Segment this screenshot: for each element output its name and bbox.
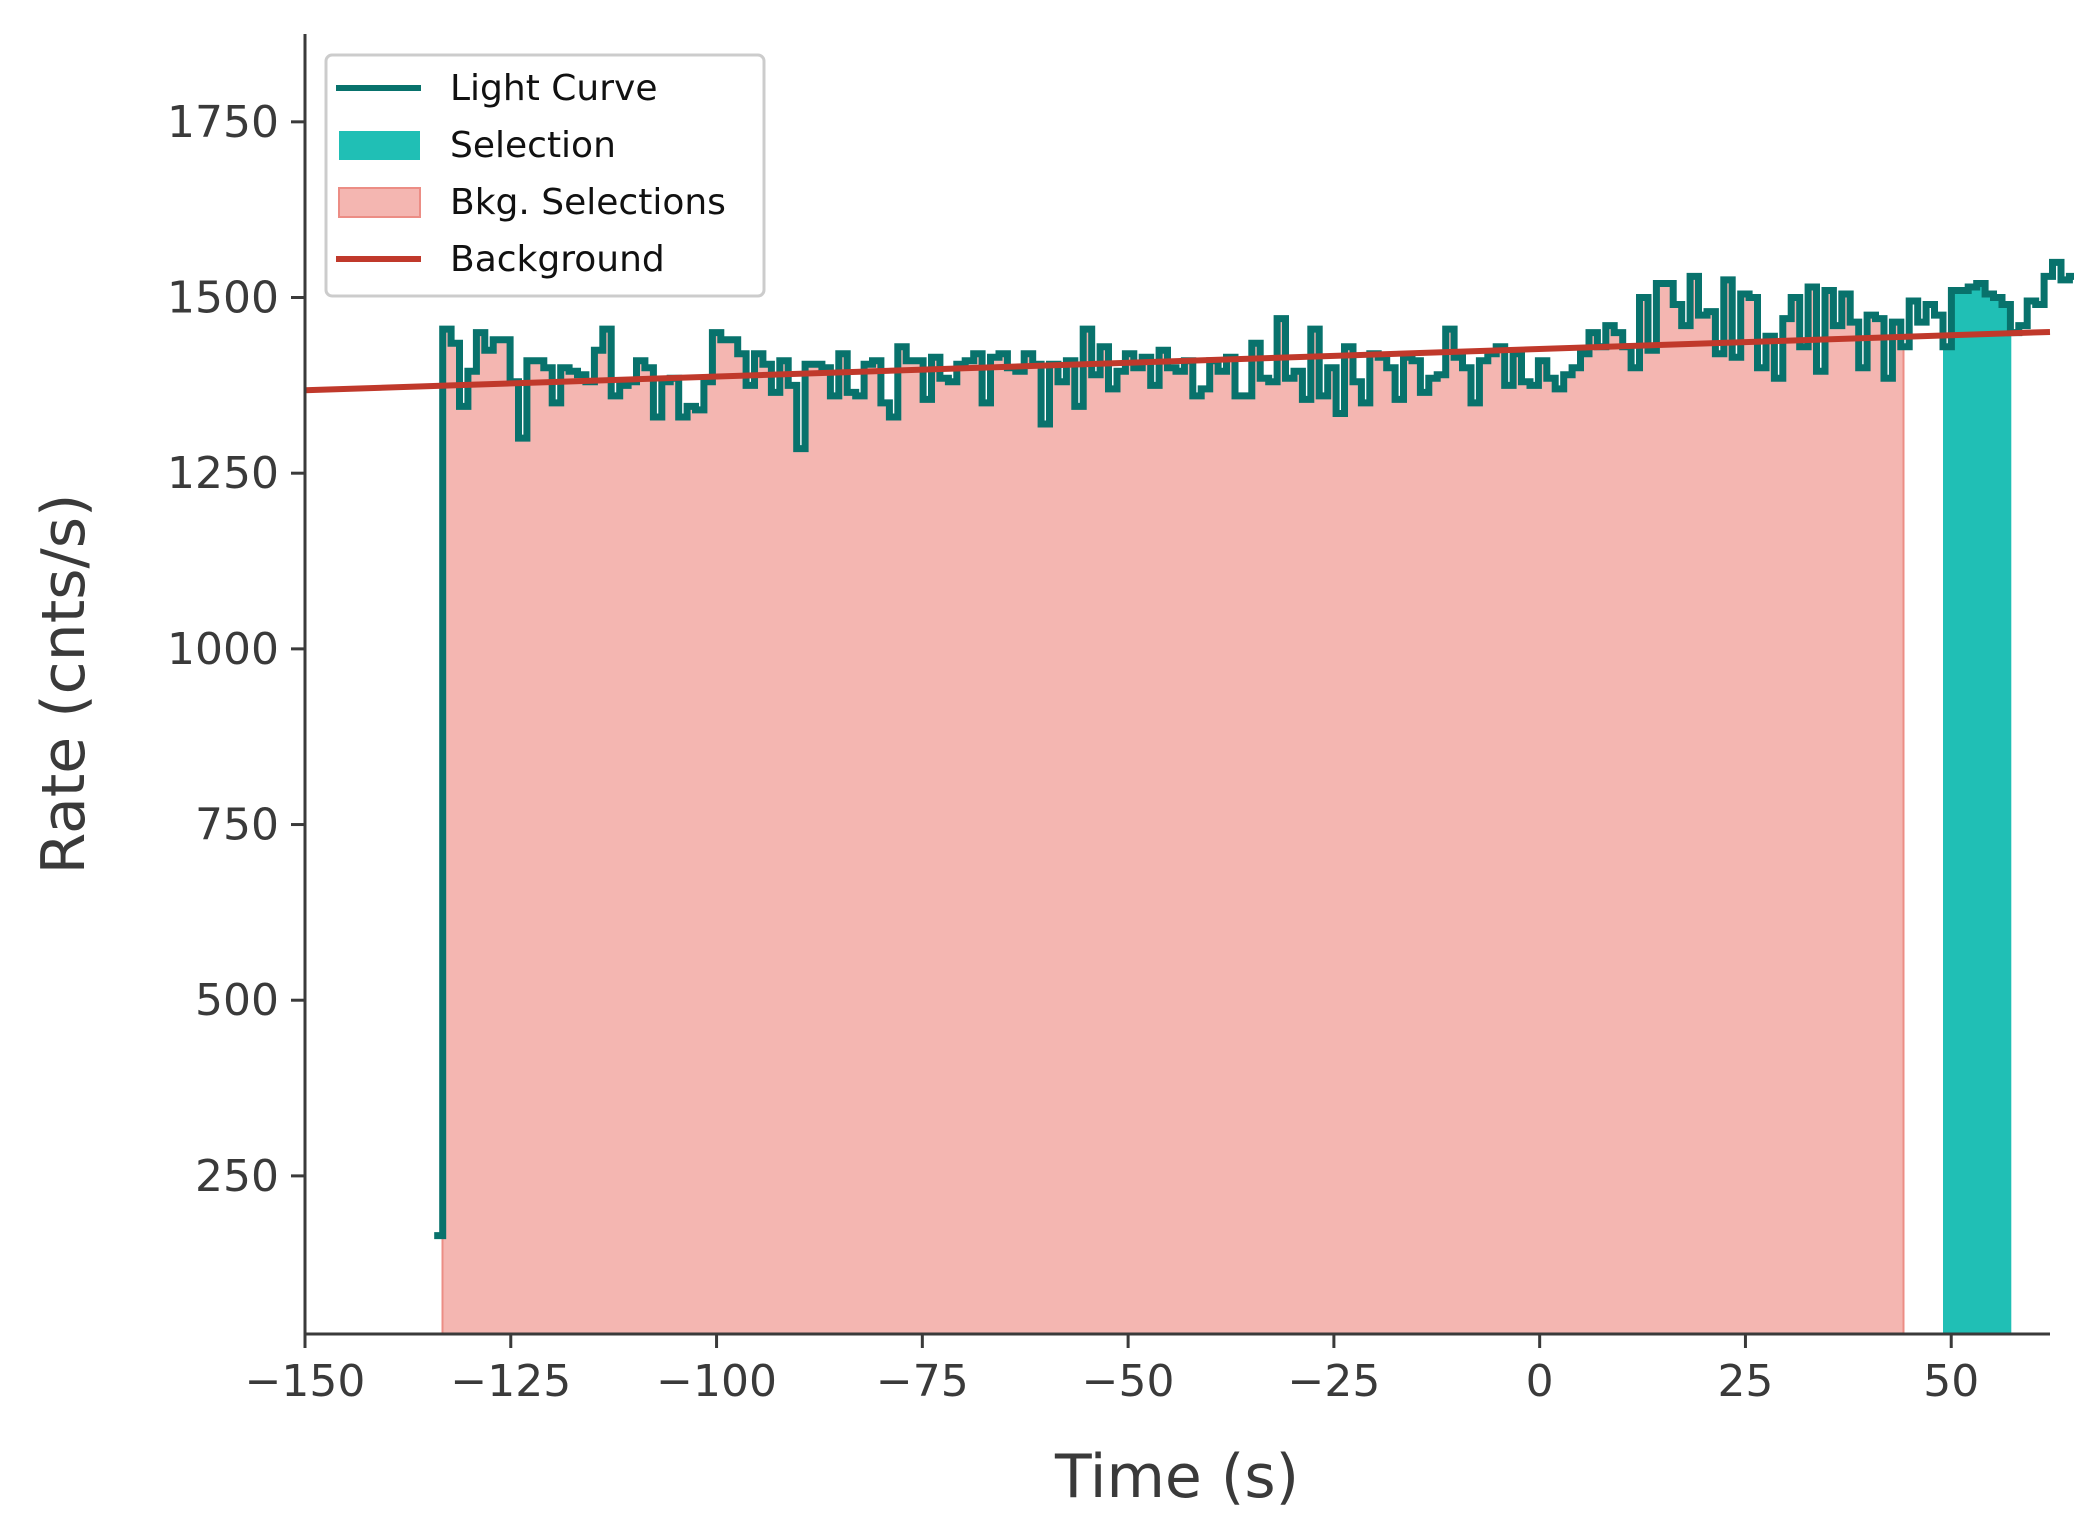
light-curve-layer xyxy=(434,258,2074,1240)
x-tick-label: −75 xyxy=(876,1356,969,1407)
legend-label-bkg-selections: Bkg. Selections xyxy=(450,182,726,223)
y-tick-label: 1250 xyxy=(167,448,279,499)
axes xyxy=(303,34,2050,1336)
legend-frame xyxy=(324,53,766,298)
y-tick-label: 250 xyxy=(195,1151,279,1202)
x-tick-label: −150 xyxy=(245,1356,366,1407)
background-fit-line xyxy=(304,328,2051,394)
selection-region xyxy=(1943,283,2012,1334)
x-tick-label: −25 xyxy=(1287,1356,1380,1407)
x-tick-label: −100 xyxy=(656,1356,777,1407)
selection-layer xyxy=(1943,283,2012,1334)
x-tick-label: −50 xyxy=(1082,1356,1175,1407)
y-tick-label: 750 xyxy=(195,800,279,851)
y-tick-label: 1750 xyxy=(167,97,279,148)
bkg-selection-region xyxy=(441,275,1905,1335)
background-fit-layer xyxy=(304,328,2051,394)
y-axis-ticks: 250 500 750 1000 1250 1500 1750 xyxy=(167,97,305,1202)
x-axis-title: Time (s) xyxy=(1054,1442,1299,1512)
legend-label-background: Background xyxy=(450,239,665,280)
x-tick-label: 50 xyxy=(1923,1356,1979,1407)
y-axis-title: Rate (cnts/s) xyxy=(29,494,99,875)
legend-label-light-curve: Light Curve xyxy=(450,68,658,109)
y-tick-label: 1500 xyxy=(167,273,279,324)
legend: Light Curve Selection Bkg. Selections Ba… xyxy=(324,53,766,298)
x-axis-ticks: −150 −125 −100 −75 −50 −25 0 25 50 xyxy=(245,1334,1979,1407)
legend-bkg-selections-swatch xyxy=(338,187,421,218)
bkg-selection-layer xyxy=(441,275,1905,1335)
light-curve-line xyxy=(434,258,2074,1240)
legend-label-selection: Selection xyxy=(450,125,616,166)
y-tick-label: 500 xyxy=(195,975,279,1026)
legend-selection-swatch xyxy=(339,131,420,160)
x-tick-label: 0 xyxy=(1526,1356,1554,1407)
x-tick-label: 25 xyxy=(1717,1356,1773,1407)
y-tick-label: 1000 xyxy=(167,624,279,675)
x-tick-label: −125 xyxy=(450,1356,571,1407)
